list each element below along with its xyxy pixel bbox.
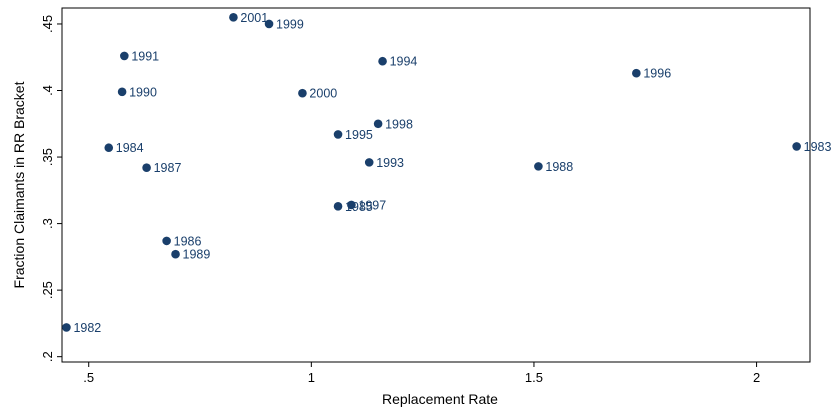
scatter-point: [298, 88, 307, 98]
scatter-point: [534, 162, 543, 171]
scatter-point: [104, 143, 114, 153]
x-tick-label: 2: [753, 370, 760, 385]
point-label: 1986: [174, 234, 202, 248]
y-tick-label: .35: [40, 148, 55, 166]
data-points: [62, 13, 801, 332]
y-tick-label: .3: [40, 218, 55, 229]
point-label: 1999: [276, 17, 304, 31]
scatter-point: [373, 119, 383, 129]
x-tick-label: 1.5: [525, 370, 543, 385]
y-tick-label: .45: [40, 15, 55, 33]
scatter-point: [120, 51, 129, 61]
scatter-point: [333, 201, 343, 211]
scatter-point: [333, 130, 343, 139]
point-label: 1988: [545, 160, 573, 174]
point-label: 1997: [358, 198, 386, 212]
y-axis-title: Fraction Claimants in RR Bracket: [11, 81, 27, 288]
point-label: 1990: [129, 85, 157, 99]
scatter-point: [229, 13, 238, 22]
y-tick-label: .25: [40, 281, 55, 299]
plot-area: [61, 7, 811, 363]
scatter-point: [117, 87, 127, 97]
point-label: 1995: [345, 128, 373, 142]
point-label: 1993: [376, 156, 404, 170]
scatter-point: [142, 163, 151, 172]
scatter-point: [62, 323, 71, 332]
y-axis: .2 .25 .3 .35 .4 .45: [40, 15, 62, 362]
point-label: 1987: [154, 161, 182, 175]
point-label: 1998: [385, 117, 413, 131]
scatter-point: [347, 200, 356, 210]
scatter-point: [378, 56, 387, 66]
point-label: 1994: [390, 55, 418, 69]
scatter-point: [792, 142, 801, 151]
scatter-point: [632, 68, 641, 78]
point-label: 1982: [73, 321, 101, 335]
scatter-point: [171, 249, 180, 259]
scatter-point: [364, 158, 374, 167]
x-tick-label: .5: [83, 370, 94, 385]
y-tick-label: .2: [40, 351, 55, 362]
scatter-point: [162, 236, 171, 246]
x-tick-label: 1: [308, 370, 315, 385]
point-label: 1996: [643, 67, 671, 81]
x-axis-title: Replacement Rate: [382, 391, 498, 407]
point-labels: 1982 1983 1984 1985 1986 1987 1988 1989 1990 1991…: [73, 11, 831, 335]
point-label: 1984: [116, 141, 144, 155]
point-label: 2001: [240, 11, 268, 25]
scatter-point: [264, 19, 274, 29]
point-label: 1985: [345, 200, 373, 214]
point-label: 1983: [804, 140, 832, 154]
x-axis: .5 1 1.5 2: [83, 362, 760, 385]
point-label: 1991: [131, 49, 159, 63]
point-label: 2000: [309, 87, 337, 101]
y-tick-label: .4: [40, 85, 55, 96]
point-label: 1989: [183, 248, 211, 262]
